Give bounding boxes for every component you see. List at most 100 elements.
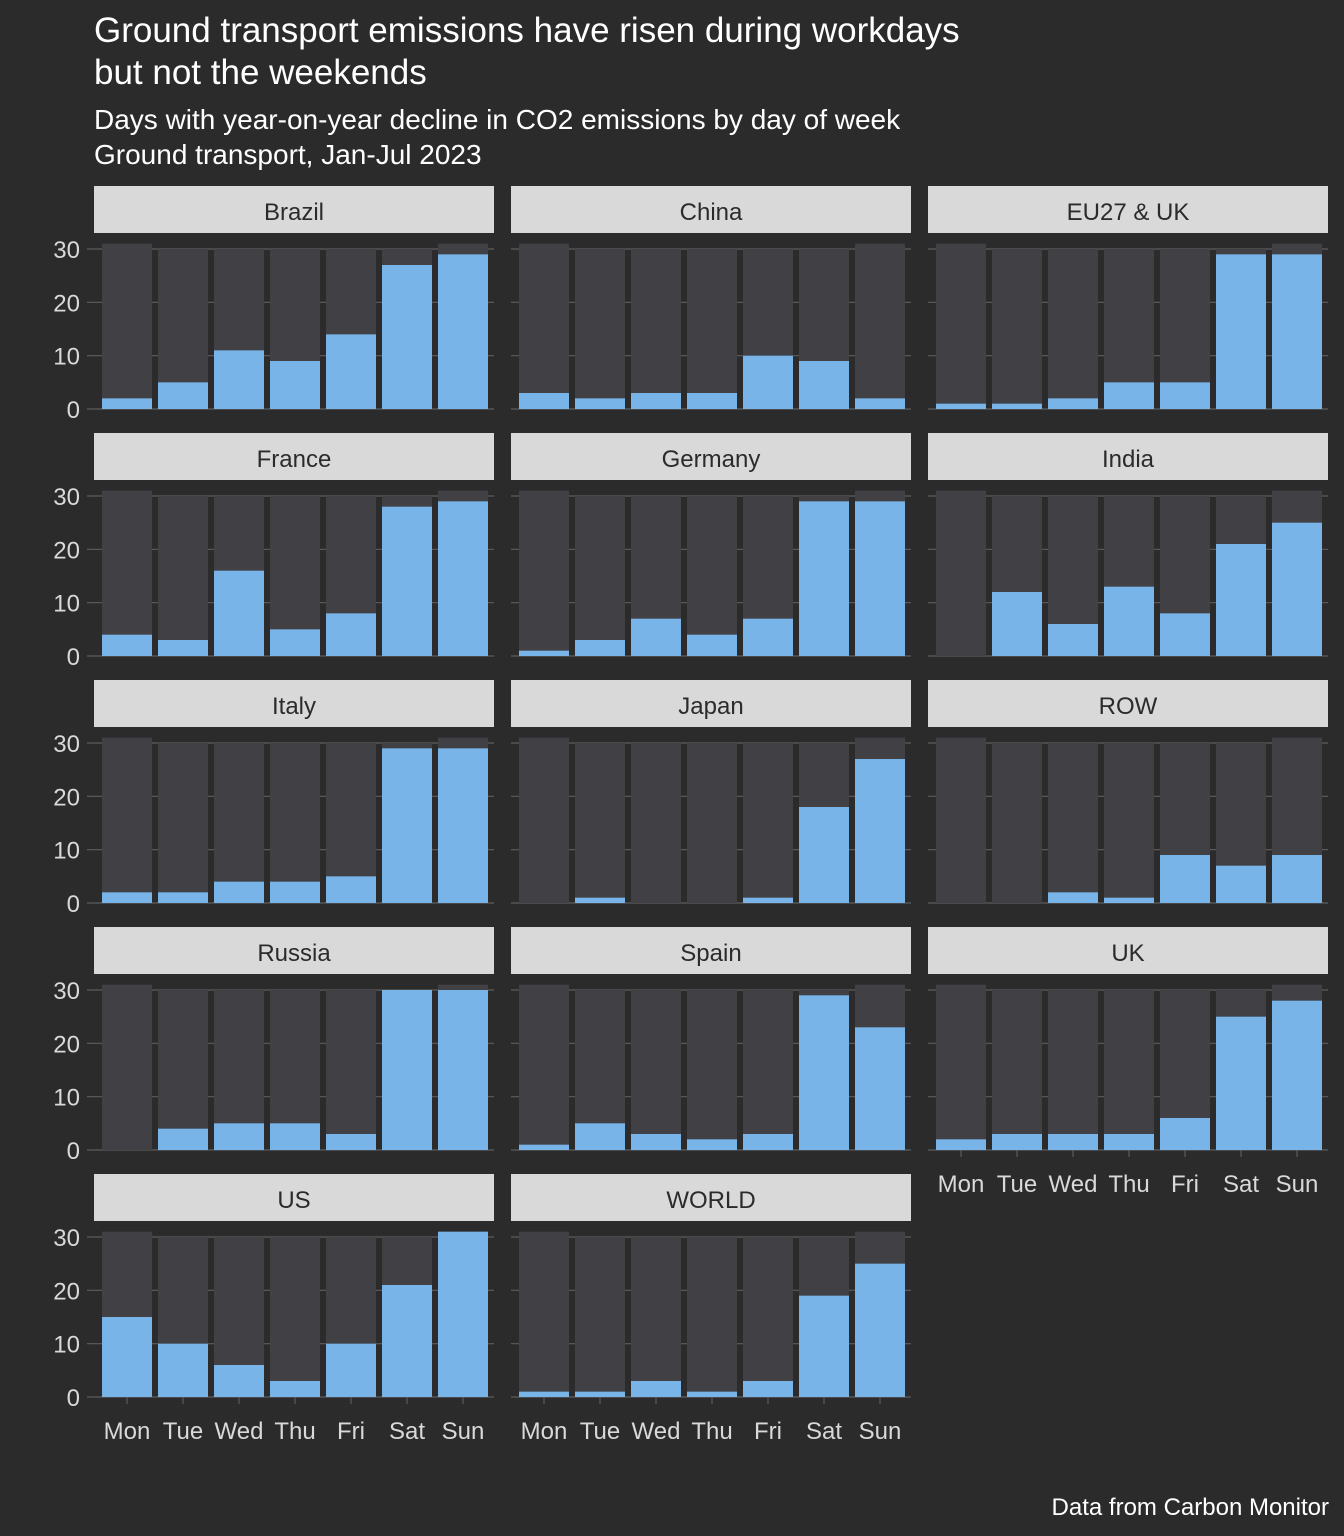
decline-bar-us-tue	[158, 1343, 208, 1397]
y-tick-label: 10	[53, 1085, 80, 1112]
decline-bar-russia-fri	[326, 1134, 376, 1150]
y-tick-label: 0	[67, 1385, 80, 1412]
decline-bar-us-sat	[382, 1285, 432, 1397]
total-bar-japan-fri	[743, 743, 793, 903]
total-bar-japan-mon	[519, 737, 569, 903]
decline-bar-russia-sat	[382, 990, 432, 1150]
x-tick-label: Fri	[337, 1418, 365, 1445]
facet-label-russia: Russia	[257, 940, 331, 967]
total-bar-italy-mon	[102, 737, 152, 903]
decline-bar-france-wed	[214, 570, 264, 656]
facet-strip-italy	[94, 680, 494, 727]
x-tick-label: Wed	[215, 1418, 264, 1445]
facet-label-japan: Japan	[678, 693, 743, 720]
decline-bar-japan-fri	[743, 897, 793, 903]
y-tick-label: 10	[53, 838, 80, 865]
decline-bar-china-sun	[855, 398, 905, 409]
decline-bar-india-tue	[992, 592, 1042, 656]
decline-bar-spain-wed	[631, 1134, 681, 1150]
y-tick-label: 0	[67, 397, 80, 424]
total-bar-uk-wed	[1048, 990, 1098, 1150]
facet-label-uk: UK	[1111, 940, 1144, 967]
decline-bar-brazil-sat	[382, 265, 432, 409]
total-bar-germany-thu	[687, 496, 737, 656]
total-bar-india-mon	[936, 490, 986, 656]
decline-bar-world-wed	[631, 1381, 681, 1397]
decline-bar-italy-sun	[438, 748, 488, 903]
facet-strip-brazil	[94, 186, 494, 233]
decline-bar-russia-wed	[214, 1123, 264, 1150]
total-bar-france-mon	[102, 490, 152, 656]
total-bar-italy-tue	[158, 743, 208, 903]
x-tick-label: Fri	[754, 1418, 782, 1445]
y-tick-label: 30	[53, 237, 80, 264]
y-tick-label: 0	[67, 1138, 80, 1165]
x-tick-label: Sun	[859, 1418, 902, 1445]
total-bar-us-thu	[270, 1237, 320, 1397]
decline-bar-world-fri	[743, 1381, 793, 1397]
y-tick-label: 0	[67, 644, 80, 671]
y-tick-label: 10	[53, 1332, 80, 1359]
total-bar-uk-tue	[992, 990, 1042, 1150]
decline-bar-us-sun	[438, 1231, 488, 1397]
decline-bar-uk-wed	[1048, 1134, 1098, 1150]
decline-bar-india-fri	[1160, 613, 1210, 656]
total-bar-japan-tue	[575, 743, 625, 903]
facet-label-china: China	[680, 199, 743, 226]
y-tick-label: 10	[53, 591, 80, 618]
total-bar-spain-mon	[519, 984, 569, 1150]
total-bar-china-wed	[631, 249, 681, 409]
y-tick-label: 20	[53, 784, 80, 811]
decline-bar-row-sat	[1216, 865, 1266, 903]
facet-label-brazil: Brazil	[264, 199, 324, 226]
decline-bar-brazil-thu	[270, 361, 320, 409]
x-tick-label: Tue	[580, 1418, 620, 1445]
facet-strip-france	[94, 433, 494, 480]
facet-label-spain: Spain	[680, 940, 741, 967]
decline-bar-france-mon	[102, 634, 152, 656]
facet-label-india: India	[1102, 446, 1155, 473]
x-tick-label: Sat	[806, 1418, 842, 1445]
total-bar-brazil-mon	[102, 243, 152, 409]
decline-bar-germany-mon	[519, 650, 569, 656]
x-tick-label: Thu	[274, 1418, 315, 1445]
decline-bar-uk-tue	[992, 1134, 1042, 1150]
decline-bar-spain-thu	[687, 1139, 737, 1150]
total-bar-italy-wed	[214, 743, 264, 903]
facet-strip-eu27-uk	[928, 186, 1328, 233]
facet-strip-world	[511, 1174, 911, 1221]
decline-bar-spain-tue	[575, 1123, 625, 1150]
decline-bar-eu27-uk-fri	[1160, 382, 1210, 409]
facet-label-italy: Italy	[272, 693, 316, 720]
x-tick-label: Tue	[163, 1418, 203, 1445]
decline-bar-france-fri	[326, 613, 376, 656]
decline-bar-russia-thu	[270, 1123, 320, 1150]
y-tick-label: 30	[53, 731, 80, 758]
decline-bar-brazil-mon	[102, 398, 152, 409]
decline-bar-uk-fri	[1160, 1118, 1210, 1150]
decline-bar-uk-thu	[1104, 1134, 1154, 1150]
decline-bar-india-sat	[1216, 544, 1266, 656]
decline-bar-row-wed	[1048, 892, 1098, 903]
total-bar-world-fri	[743, 1237, 793, 1397]
x-tick-label: Mon	[104, 1418, 151, 1445]
total-bar-china-thu	[687, 249, 737, 409]
y-tick-label: 30	[53, 1225, 80, 1252]
total-bar-japan-thu	[687, 743, 737, 903]
total-bar-world-thu	[687, 1237, 737, 1397]
facet-label-germany: Germany	[662, 446, 761, 473]
x-tick-label: Thu	[691, 1418, 732, 1445]
decline-bar-china-sat	[799, 361, 849, 409]
x-tick-label: Sun	[442, 1418, 485, 1445]
facet-label-row: ROW	[1099, 693, 1158, 720]
y-tick-label: 10	[53, 344, 80, 371]
decline-bar-italy-sat	[382, 748, 432, 903]
total-bar-russia-tue	[158, 990, 208, 1150]
decline-bar-eu27-uk-thu	[1104, 382, 1154, 409]
total-bar-spain-wed	[631, 990, 681, 1150]
decline-bar-germany-sat	[799, 501, 849, 656]
facet-label-us: US	[277, 1187, 310, 1214]
total-bar-uk-mon	[936, 984, 986, 1150]
facet-strip-russia	[94, 927, 494, 974]
